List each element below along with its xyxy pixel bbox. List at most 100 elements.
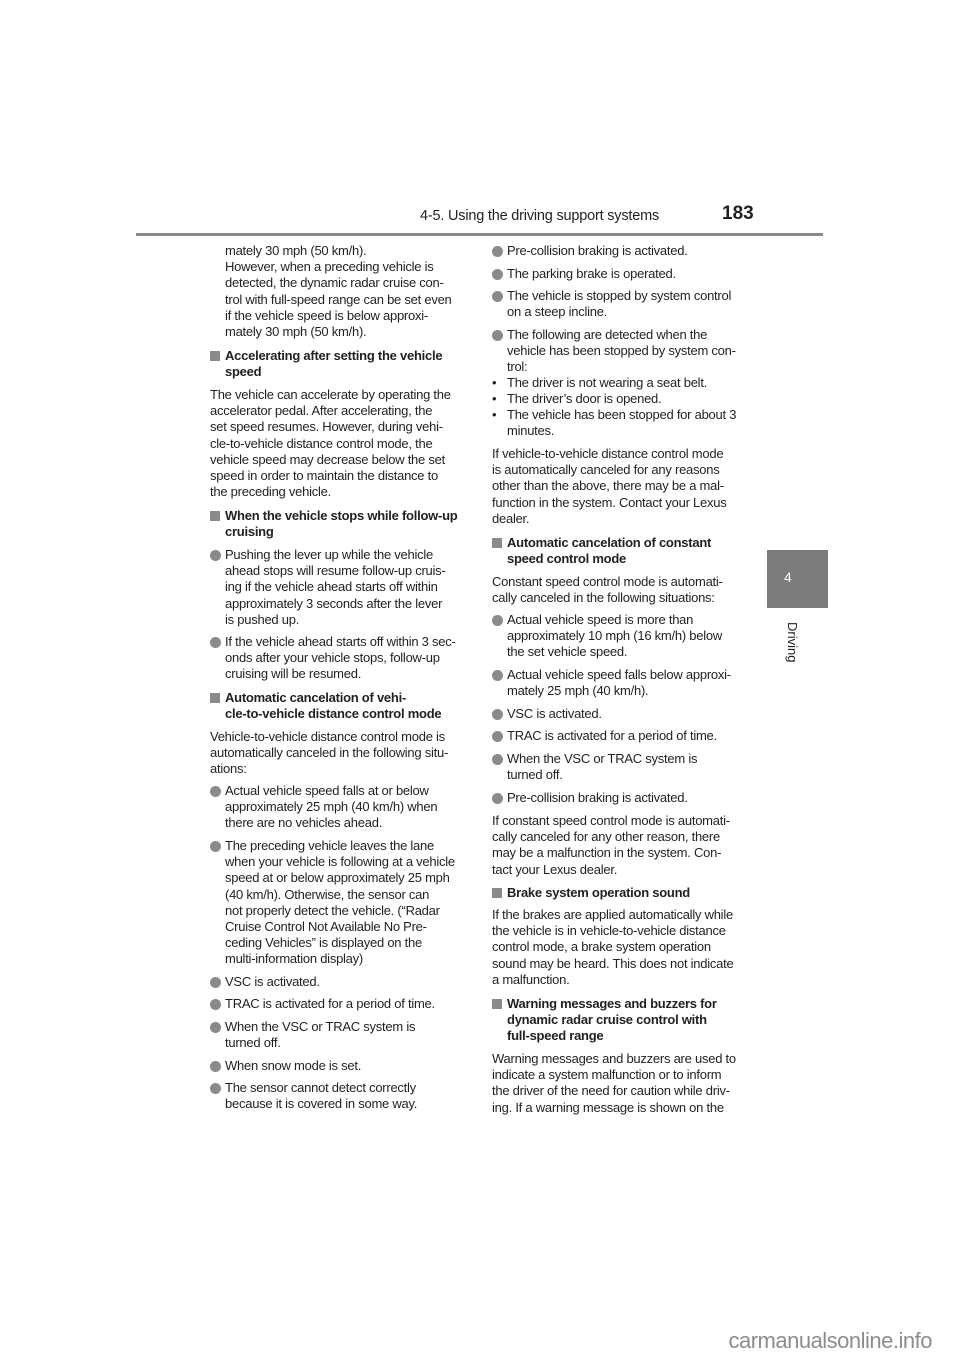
text-line: Vehicle-to-vehicle distance control mode… [210,729,445,744]
paragraph: If constant speed control mode is automa… [492,813,730,878]
header-rule [136,233,823,236]
text-line: other than the above, there may be a mal… [492,478,724,494]
text-line: The vehicle has been stopped for about 3 [507,407,737,422]
text-line: When the vehicle stops while follow-up [225,508,458,523]
text-line: is pushed up. [225,611,300,627]
bullet-dot-icon [492,793,503,804]
text-line: the vehicle is in vehicle-to-vehicle dis… [492,923,726,939]
text-line: Actual vehicle speed falls below approxi… [507,667,731,682]
text-line: If the vehicle ahead starts off within 3… [225,634,456,649]
square-marker-icon [210,351,220,361]
page-number: 183 [722,203,754,224]
text-line: The parking brake is operated. [507,266,676,281]
section-heading: Automatic cancelation of vehi-cle-to-veh… [210,690,442,722]
text-line: TRAC is activated for a period of time. [507,728,717,743]
text-line: ing. If a warning message is shown on th… [492,1099,724,1115]
paragraph: mately 30 mph (50 km/h). However, when a … [225,243,452,340]
text-line: indicate a system malfunction or to info… [492,1067,722,1083]
square-marker-icon [492,888,502,898]
text-line: cle-to-vehicle distance control mode [225,706,442,722]
text-line: Warning messages and buzzers are used to [492,1051,736,1066]
text-line: cruising will be resumed. [225,666,362,682]
bullet-dot-icon [210,637,221,648]
paragraph: The vehicle can accelerate by operating … [210,387,451,500]
bullet-dot-icon [210,977,221,988]
text-line: when your vehicle is following at a vehi… [225,854,455,870]
bullet-item: The vehicle is stopped by system control… [492,288,731,320]
paragraph: Vehicle-to-vehicle distance control mode… [210,729,448,778]
text-line: not properly detect the vehicle. (“Radar [225,902,440,918]
text-line: When the VSC or TRAC system is [225,1019,416,1034]
text-line: approximately 3 seconds after the lever [225,595,443,611]
text-line: approximately 10 mph (16 km/h) below [507,628,722,644]
bullet-item: Actual vehicle speed is more than approxi… [492,612,722,661]
text-line: If vehicle-to-vehicle distance control m… [492,446,724,461]
text-line: may be a malfunction in the system. Con- [492,845,722,861]
text-line: control mode, a brake system operation [492,939,711,955]
text-line: The vehicle can accelerate by operating … [210,387,451,402]
bullet-item: Pushing the lever up while the vehicle ah… [210,547,446,628]
bullet-dot-icon [210,1083,221,1094]
sub-list-item: • The vehicle has been stopped for about … [492,407,736,439]
text-line: the driver of the need for caution while… [492,1083,730,1099]
text-line: Pre-collision braking is activated. [507,790,688,805]
square-marker-icon [210,693,220,703]
paragraph: Warning messages and buzzers are used to… [492,1051,736,1116]
text-line: Pushing the lever up while the vehicle [225,547,434,562]
bullet-icon: • [492,375,497,390]
bullet-item: If the vehicle ahead starts off within 3… [210,634,456,683]
bullet-dot-icon [210,1061,221,1072]
text-line: full-speed range [507,1028,604,1044]
text-line: speed in order to maintain the distance … [210,468,438,484]
text-line: VSC is activated. [507,706,602,721]
text-line: When snow mode is set. [225,1058,362,1073]
bullet-item: The following are detected when the vehic… [492,327,736,376]
paragraph: If the brakes are applied automatically … [492,907,734,988]
bullet-item: Actual vehicle speed falls at or below ap… [210,783,438,832]
text-line: dynamic radar cruise control with [507,1012,707,1028]
square-marker-icon [492,538,502,548]
text-line: cally canceled for any other reason, the… [492,829,720,845]
bullet-dot-icon [492,269,503,280]
bullet-item: VSC is activated. [492,706,602,722]
sub-list-item: • The driver is not wearing a seat belt. [492,375,707,391]
text-line: a malfunction. [492,971,570,987]
text-line: the preceding vehicle. [210,484,331,500]
text-line: tact your Lexus dealer. [492,861,618,877]
text-line: TRAC is activated for a period of time. [225,996,435,1011]
sub-list-item: • The driver’s door is opened. [492,391,662,407]
bullet-item: TRAC is activated for a period of time. [492,728,717,744]
bullet-dot-icon [492,615,503,626]
bullet-dot-icon [210,550,221,561]
text-line: If constant speed control mode is automa… [492,813,730,828]
watermark: carmanualsonline.info [728,1328,932,1353]
bullet-item: Pre-collision braking is activated. [492,243,688,259]
text-line: vehicle speed may decrease below the set [210,451,445,467]
text-line: ceding Vehicles” is displayed on the [225,935,422,951]
bullet-dot-icon [492,330,503,341]
bullet-dot-icon [492,709,503,720]
bullet-dot-icon [210,999,221,1010]
text-line: Brake system operation sound [507,885,690,900]
chapter-tab[interactable]: 4 [767,550,828,608]
text-line: ations: [210,761,247,777]
text-line: speed at or below approximately 25 mph [225,870,450,886]
text-line: approximately 25 mph (40 km/h) when [225,799,438,815]
text-line: When the VSC or TRAC system is [507,751,698,766]
text-line: If the brakes are applied automatically … [492,907,733,922]
text-line: The following are detected when the [507,327,708,342]
bullet-item: The parking brake is operated. [492,266,676,282]
section-title: 4-5. Using the driving support systems [420,208,660,224]
bullet-item: When snow mode is set. [210,1058,361,1074]
text-line: Automatic cancelation of constant [507,535,712,550]
text-line: turned off. [507,767,563,783]
text-line: The sensor cannot detect correctly [225,1080,416,1095]
text-line: VSC is activated. [225,974,320,989]
text-line: multi-information display) [225,951,363,967]
section-heading: Accelerating after setting the vehicle sp… [210,348,443,380]
text-line: dealer. [492,510,530,526]
bullet-item: When the VSC or TRAC system is turned off… [492,751,697,783]
text-line: The driver’s door is opened. [507,391,662,406]
text-line: detected, the dynamic radar cruise con- [225,275,444,291]
text-line: is automatically canceled for any reason… [492,462,720,478]
